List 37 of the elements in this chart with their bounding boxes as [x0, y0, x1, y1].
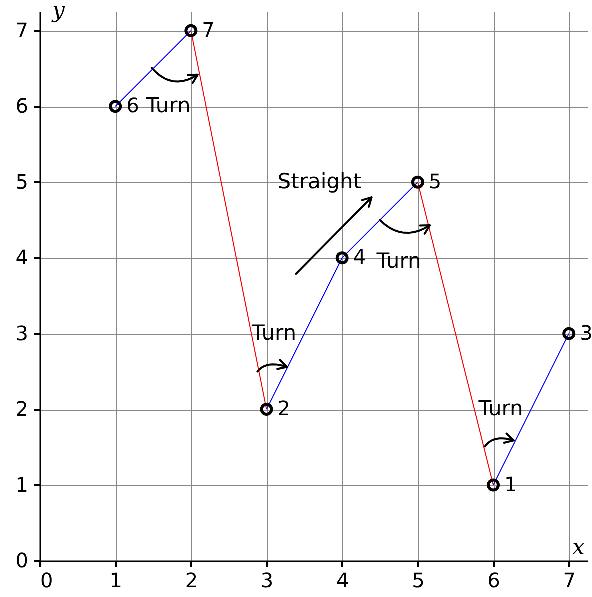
y-tick-label: 7	[16, 18, 28, 42]
data-label: 2	[278, 396, 290, 421]
x-tick-label: 0	[40, 568, 54, 592]
annotation: Turn	[251, 320, 297, 345]
point	[411, 176, 424, 189]
y-tick-label: 6	[16, 94, 28, 118]
data-label: 1	[504, 472, 518, 496]
y-tick-label: 4	[16, 246, 28, 270]
x-tick-label: 5	[412, 568, 425, 592]
annotation: Turn	[145, 94, 191, 118]
x-tick-label: 3	[260, 568, 274, 592]
annotation: Turn	[376, 248, 422, 273]
point	[562, 327, 576, 340]
x-axis-title: x	[572, 536, 586, 560]
x-tick-label: 2	[185, 568, 198, 592]
point	[184, 24, 198, 38]
y-tick-label: 3	[16, 321, 28, 346]
y-tick-label: 2	[16, 397, 28, 422]
y-tick-label: 1	[16, 472, 28, 497]
y-axis-title: y	[52, 0, 66, 24]
y-tick-label: 0	[16, 548, 28, 572]
data-label: 6	[126, 94, 140, 118]
x-tick-label: 6	[488, 568, 500, 592]
data-label: 5	[428, 169, 442, 194]
x-tick-label: 4	[336, 568, 350, 592]
data-label: 7	[202, 18, 215, 42]
y-tick-label: 5	[16, 170, 28, 194]
point	[487, 478, 500, 492]
annotation: Straight	[278, 169, 362, 194]
annotation: Turn	[478, 396, 524, 421]
data-label: 3	[580, 320, 592, 345]
x-tick-label: 7	[563, 568, 576, 592]
point	[336, 252, 349, 265]
x-tick-label: 1	[110, 568, 122, 592]
point	[109, 100, 122, 114]
data-label: 4	[353, 245, 366, 270]
point	[260, 403, 274, 416]
